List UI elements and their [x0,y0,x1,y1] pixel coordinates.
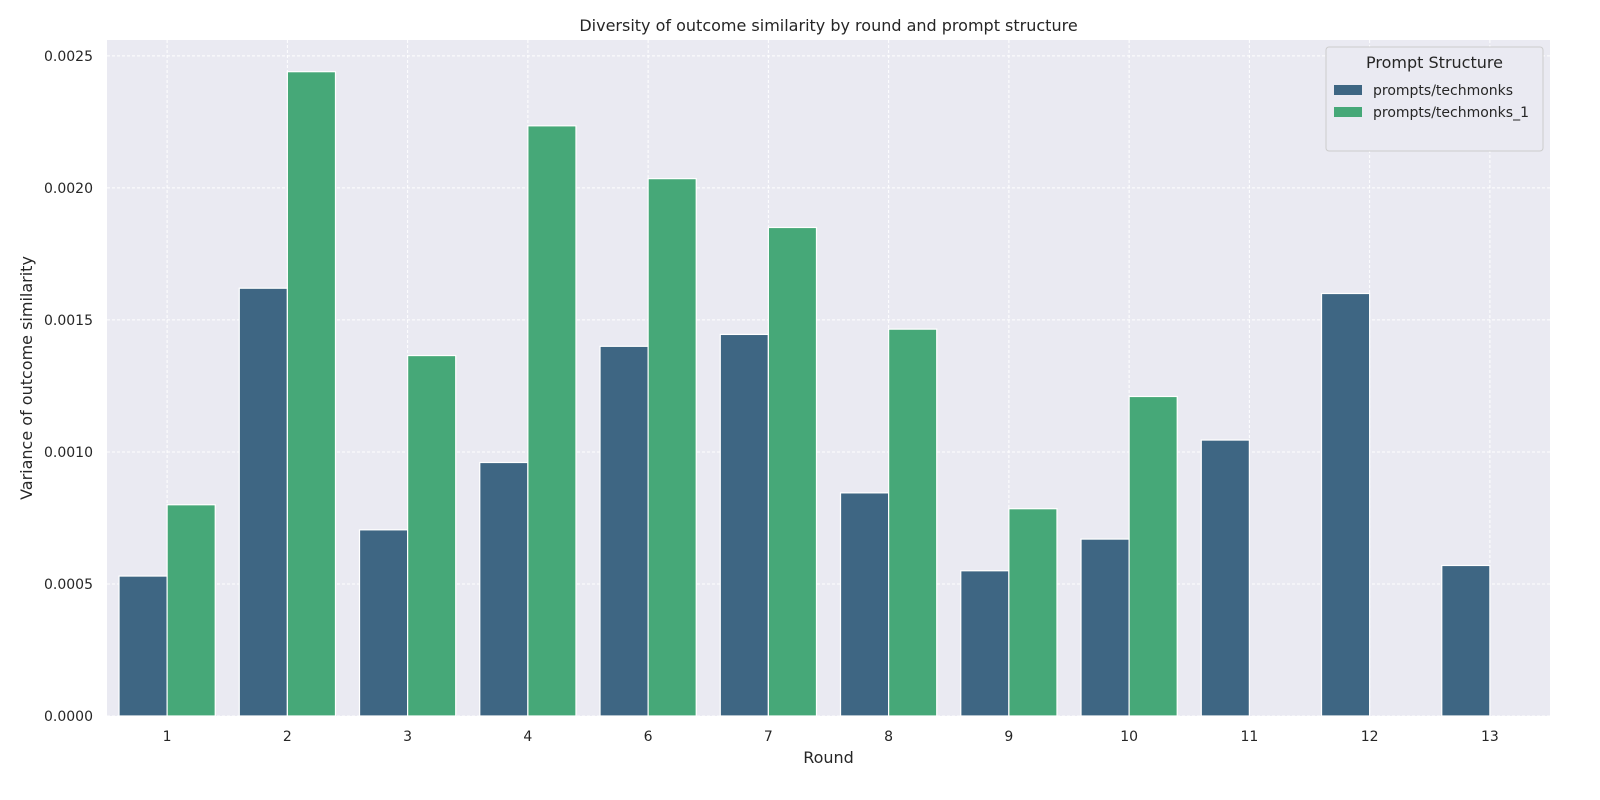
bar-series-1-round-7 [719,333,769,717]
bar-series-1-round-8 [839,492,890,717]
bar-series-1-round-6 [599,345,649,717]
y-axis-title: Variance of outcome similarity [17,256,36,500]
y-tick-label: 0.0015 [44,313,93,329]
bar-series-1-round-12 [1320,292,1371,717]
bar-series-1-round-3 [358,529,409,717]
x-tick-label: 6 [644,729,653,745]
bar-series-2-round-6 [647,178,697,717]
bar-series-2-round-1 [166,504,216,717]
x-axis-title: Round [803,748,854,767]
x-tick-label: 3 [403,729,412,745]
legend-swatch [1334,85,1362,95]
bar-series-2-round-10 [1128,395,1178,717]
legend-items: prompts/techmonks prompts/techmonks_1 [1334,83,1529,121]
bars [118,71,1491,717]
y-tick-label: 0.0020 [44,181,93,197]
legend-label: prompts/techmonks [1373,83,1513,99]
chart-title: Diversity of outcome similarity by round… [579,16,1077,35]
y-axis-ticks: 0.0000 0.0005 0.0010 0.0015 0.0020 0.0025 [44,49,93,725]
bar-series-1-round-13 [1441,564,1491,717]
bar-series-1-round-1 [118,575,168,717]
x-tick-label: 12 [1361,729,1379,745]
x-tick-label: 13 [1481,729,1499,745]
bar-series-2-round-8 [888,328,938,717]
plot-area [107,40,1550,716]
y-tick-label: 0.0025 [44,49,93,65]
legend-label: prompts/techmonks_1 [1373,105,1529,121]
x-tick-label: 9 [1004,729,1013,745]
bar-series-1-round-2 [238,287,288,717]
legend: Prompt Structure prompts/techmonksprompt… [1325,46,1544,152]
x-tick-label: 7 [764,729,773,745]
bar-series-2-round-4 [527,125,577,717]
y-tick-label: 0.0005 [44,577,93,593]
legend-swatch [1334,107,1362,117]
y-tick-label: 0.0000 [44,709,93,725]
bar-series-1-round-11 [1200,439,1250,717]
x-tick-label: 8 [884,729,893,745]
x-tick-label: 4 [523,729,532,745]
bar-series-1-round-10 [1080,538,1130,717]
legend-box [1325,46,1544,152]
legend-title: Prompt Structure [1366,53,1503,72]
x-tick-label: 11 [1240,729,1258,745]
x-tick-label: 2 [283,729,292,745]
bar-series-2-round-7 [767,226,818,717]
x-tick-label: 10 [1120,729,1138,745]
x-tick-label: 1 [163,729,172,745]
x-axis-ticks: 1 2 3 4 6 7 8 9 10 11 12 13 [163,729,1499,745]
bar-series-1-round-4 [479,461,529,717]
bar-series-1-round-9 [960,570,1010,717]
bar-series-2-round-3 [407,354,457,717]
bar-series-2-round-9 [1008,508,1058,717]
y-tick-label: 0.0010 [44,445,93,461]
bar-series-2-round-2 [286,71,337,717]
